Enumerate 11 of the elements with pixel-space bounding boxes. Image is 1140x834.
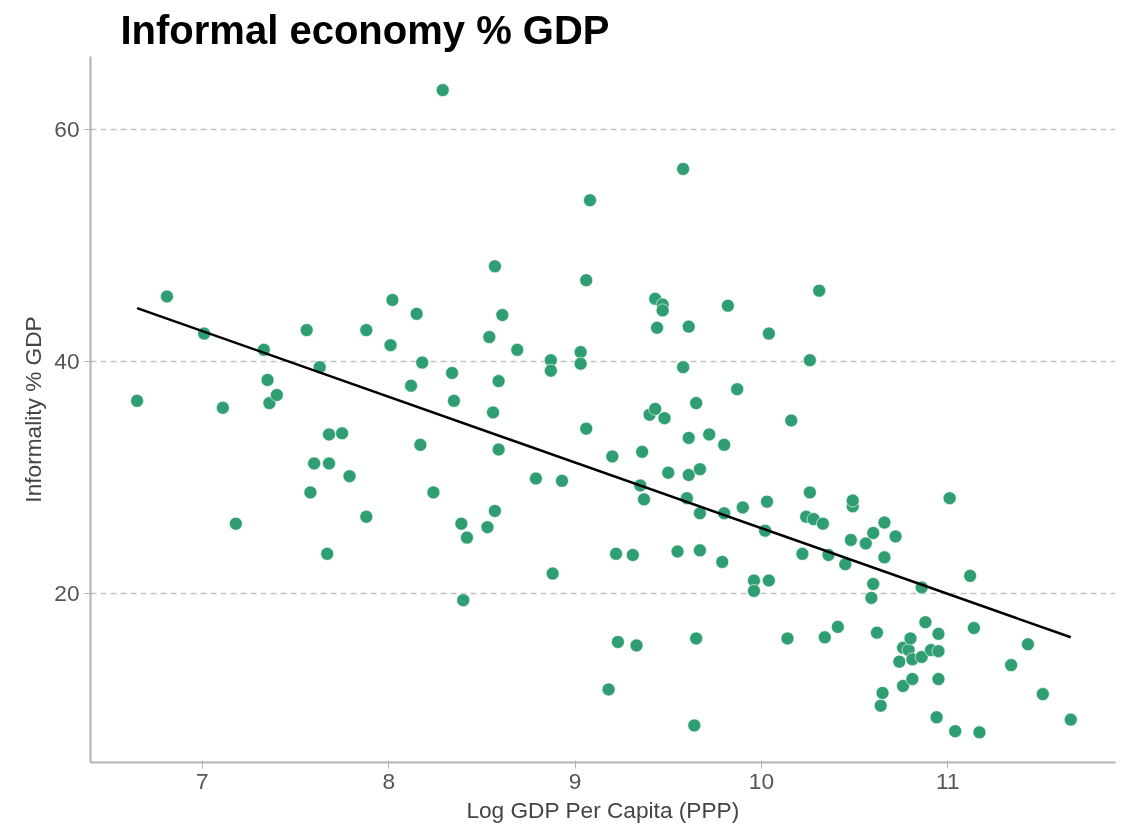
x-tick-label: 8 xyxy=(382,767,395,794)
x-axis-title: Log GDP Per Capita (PPP) xyxy=(466,796,740,823)
x-tick-label: 7 xyxy=(196,767,209,794)
y-axis-title: Informality % GDP xyxy=(20,316,47,503)
y-tick-label: 20 xyxy=(54,579,80,606)
y-tick-label: 40 xyxy=(54,347,80,374)
x-tick-label: 11 xyxy=(936,767,960,794)
chart-title: Informal economy % GDP xyxy=(120,7,610,52)
x-tick-label: 10 xyxy=(748,767,775,794)
x-tick-label: 9 xyxy=(568,767,582,794)
y-tick-label: 60 xyxy=(54,116,80,143)
